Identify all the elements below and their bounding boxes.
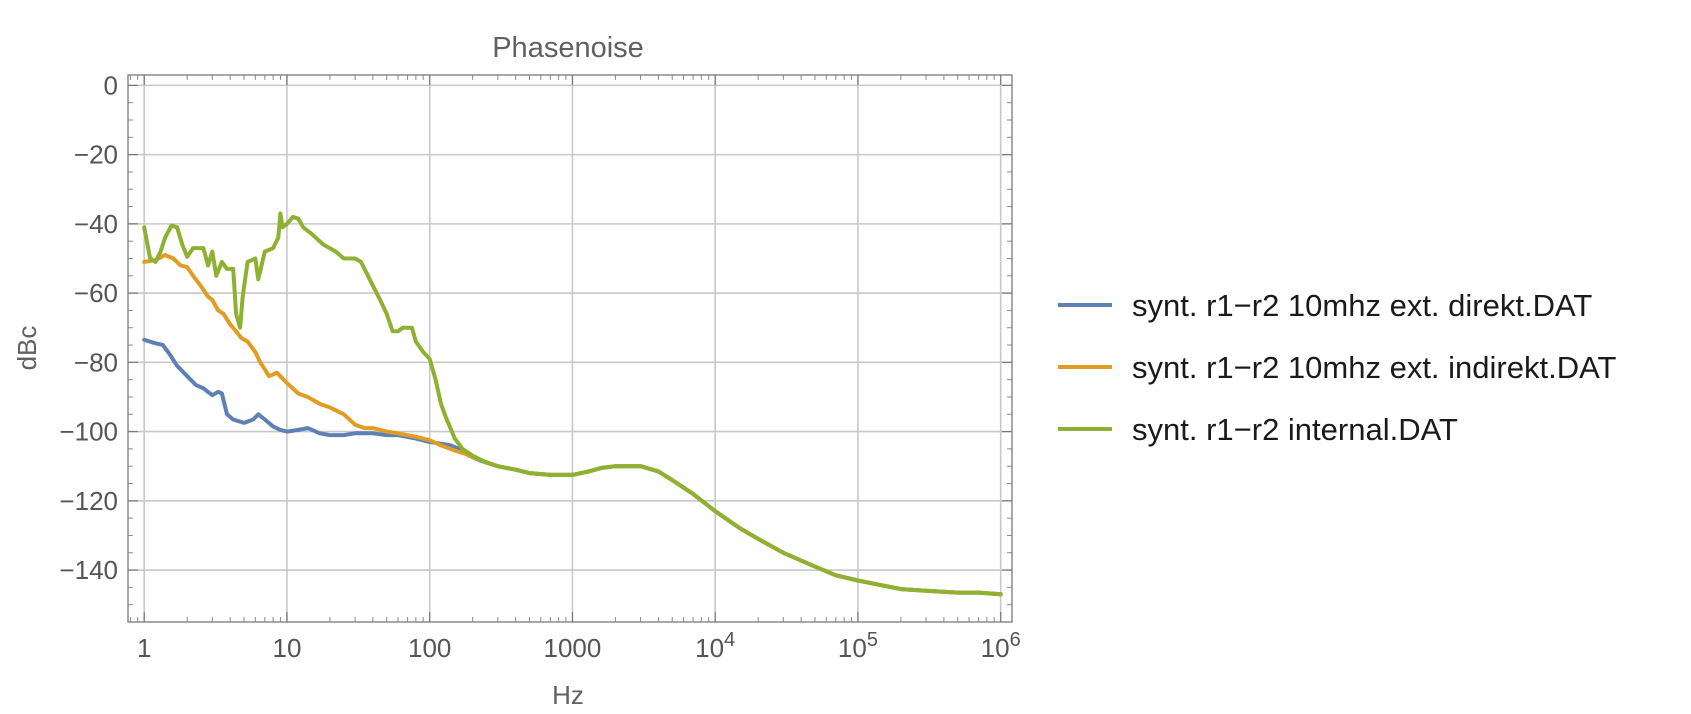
series-lines (142, 211, 1003, 597)
x-axis-label: Hz (552, 680, 584, 710)
x-tick-label: 1 (137, 633, 151, 663)
minor-ticks (128, 75, 1012, 622)
y-tick-label: −140 (59, 555, 118, 585)
x-tick-exponent: 4 (724, 629, 735, 651)
legend-label-2: synt. r1−r2 10mhz ext. indirekt.DAT (1132, 350, 1616, 385)
y-tick-label: −40 (74, 209, 118, 239)
plot-frame (127, 74, 1013, 623)
x-tick-label: 106 (981, 629, 1021, 663)
y-tick-label: −60 (74, 278, 118, 308)
x-tick-exponent: 6 (1010, 629, 1021, 651)
chart-title: Phasenoise (492, 32, 644, 64)
legend-label-1: synt. r1−r2 10mhz ext. direkt.DAT (1132, 288, 1592, 323)
y-tick-label: 0 (104, 70, 118, 100)
y-tick-label: −80 (74, 347, 118, 377)
x-tick-label: 10 (272, 633, 301, 663)
series-line-3 (142, 211, 1003, 597)
x-tick-label: 100 (408, 633, 451, 663)
x-tick-label: 104 (695, 629, 735, 663)
y-tick-label: −100 (59, 417, 118, 447)
legend: synt. r1−r2 10mhz ext. direkt.DAT synt. r… (1058, 288, 1616, 447)
x-tick-exponent: 5 (867, 629, 878, 651)
y-axis-label: dBc (12, 326, 42, 371)
grid-lines (128, 75, 1012, 622)
legend-label-3: synt. r1−r2 internal.DAT (1132, 412, 1458, 447)
y-tick-label: −120 (59, 486, 118, 516)
x-tick-label: 1000 (544, 633, 602, 663)
y-tick-label: −20 (74, 140, 118, 170)
x-tick-label: 105 (838, 629, 878, 663)
x-tick-labels: 1 10 100 1000 104 105 106 (137, 629, 1021, 663)
y-tick-labels: 0 −20 −40 −60 −80 −100 −120 −140 (59, 70, 118, 585)
